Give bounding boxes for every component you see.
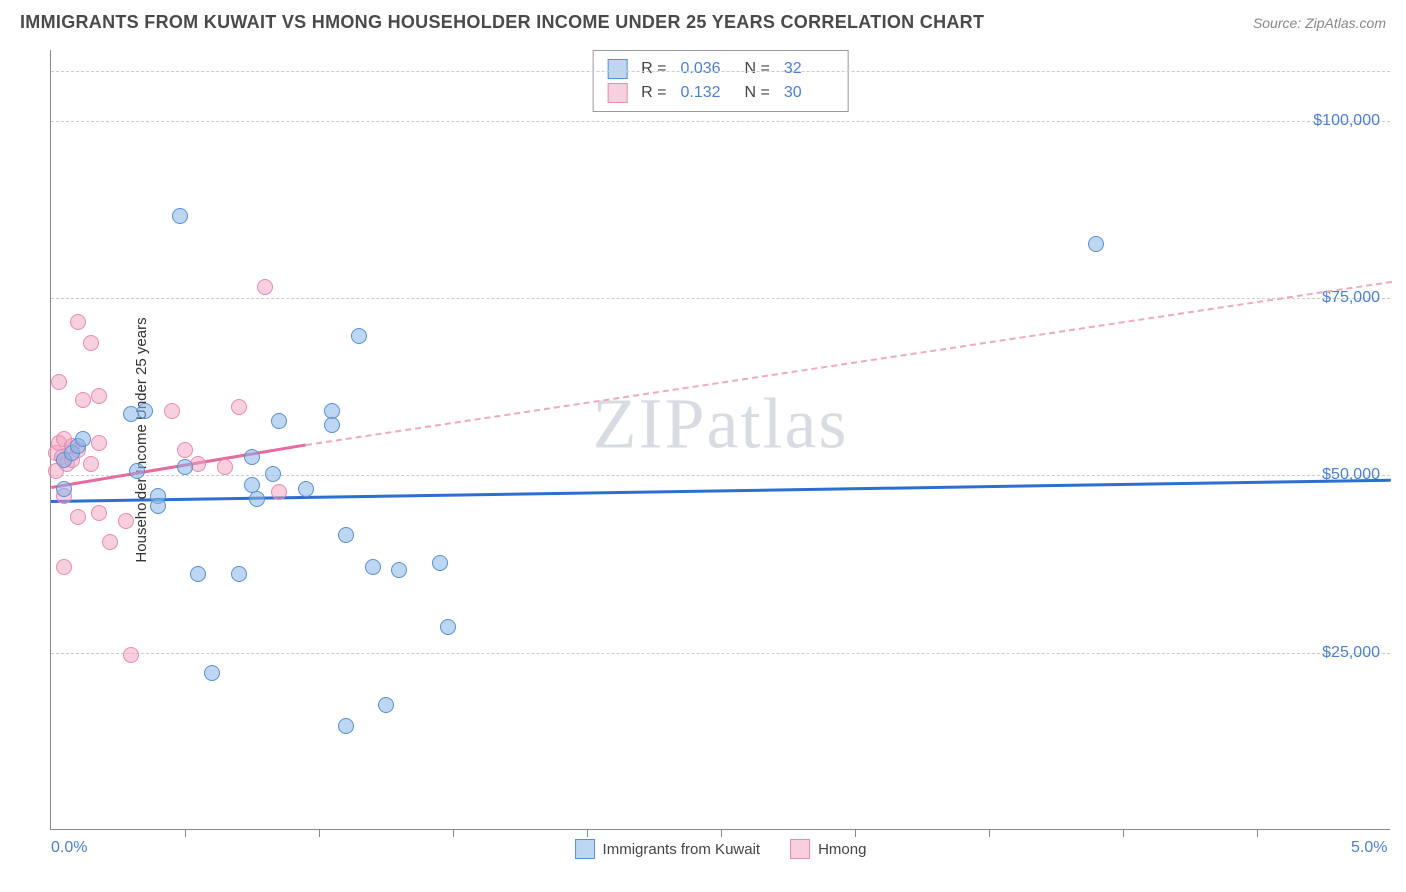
swatch-icon [790,839,810,859]
watermark-part1: ZIP [593,383,707,463]
data-point [83,456,99,472]
x-minor-tick [855,829,856,837]
x-minor-tick [319,829,320,837]
data-point [1088,236,1104,252]
legend-row: R = 0.132 N = 30 [607,81,834,105]
data-point [432,555,448,571]
x-minor-tick [587,829,588,837]
n-value: 30 [784,84,834,102]
data-point [177,459,193,475]
data-point [298,481,314,497]
x-tick-label: 0.0% [51,839,87,857]
correlation-legend: R = 0.036 N = 32 R = 0.132 N = 30 [592,50,849,112]
data-point [172,208,188,224]
data-point [378,697,394,713]
data-point [271,413,287,429]
legend-item: Hmong [790,839,866,859]
n-label: N = [745,84,770,102]
swatch-icon [607,83,627,103]
trend-line [306,280,1392,445]
x-minor-tick [1123,829,1124,837]
r-label: R = [641,84,666,102]
y-tick-label: $100,000 [1313,112,1380,130]
x-minor-tick [453,829,454,837]
data-point [83,335,99,351]
data-point [244,449,260,465]
chart-title: IMMIGRANTS FROM KUWAIT VS HMONG HOUSEHOL… [20,12,984,33]
data-point [70,314,86,330]
data-point [150,498,166,514]
chart-area: Householder Income Under 25 years ZIPatl… [50,50,1390,830]
data-point [137,403,153,419]
swatch-icon [575,839,595,859]
watermark-part2: atlas [707,383,849,463]
data-point [51,374,67,390]
series-legend: Immigrants from Kuwait Hmong [575,839,867,859]
data-point [249,491,265,507]
r-label: R = [641,60,666,78]
data-point [440,619,456,635]
data-point [164,403,180,419]
data-point [91,388,107,404]
y-axis-title: Householder Income Under 25 years [133,317,150,562]
data-point [257,279,273,295]
data-point [102,534,118,550]
x-minor-tick [989,829,990,837]
swatch-icon [607,59,627,79]
y-tick-label: $25,000 [1322,644,1380,662]
legend-item: Immigrants from Kuwait [575,839,761,859]
data-point [75,431,91,447]
x-minor-tick [185,829,186,837]
legend-row: R = 0.036 N = 32 [607,57,834,81]
data-point [231,399,247,415]
gridline [51,71,1390,72]
data-point [324,417,340,433]
data-point [91,435,107,451]
data-point [177,442,193,458]
data-point [338,527,354,543]
data-point [231,566,247,582]
gridline [51,121,1390,122]
header: IMMIGRANTS FROM KUWAIT VS HMONG HOUSEHOL… [0,0,1406,41]
x-minor-tick [721,829,722,837]
data-point [190,456,206,472]
data-point [217,459,233,475]
n-value: 32 [784,60,834,78]
data-point [265,466,281,482]
data-point [271,484,287,500]
data-point [365,559,381,575]
data-point [123,647,139,663]
gridline [51,298,1390,299]
data-point [351,328,367,344]
data-point [56,481,72,497]
x-tick-label: 5.0% [1351,839,1387,857]
source-label: Source: ZipAtlas.com [1253,15,1386,31]
legend-label: Immigrants from Kuwait [603,841,761,858]
data-point [391,562,407,578]
data-point [338,718,354,734]
data-point [190,566,206,582]
r-value: 0.132 [681,84,731,102]
data-point [118,513,134,529]
data-point [75,392,91,408]
data-point [91,505,107,521]
data-point [56,559,72,575]
legend-label: Hmong [818,841,866,858]
x-minor-tick [1257,829,1258,837]
r-value: 0.036 [681,60,731,78]
data-point [129,463,145,479]
data-point [70,509,86,525]
gridline [51,653,1390,654]
n-label: N = [745,60,770,78]
data-point [204,665,220,681]
